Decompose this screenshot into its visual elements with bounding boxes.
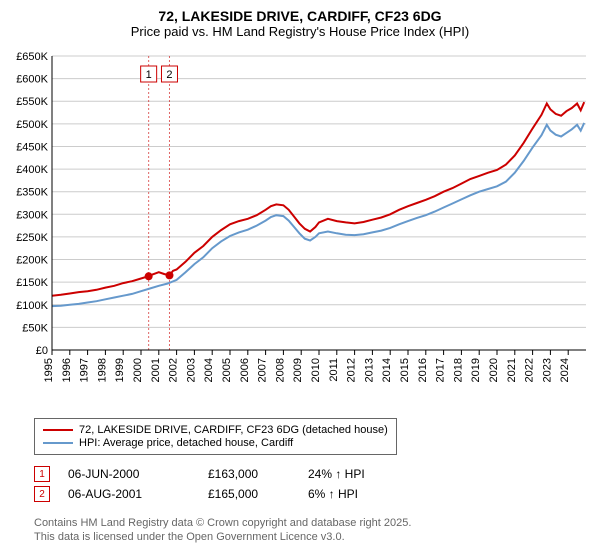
y-tick-label: £50K <box>22 322 48 334</box>
legend-swatch <box>43 442 73 444</box>
x-tick-label: 2014 <box>381 358 393 382</box>
y-tick-label: £0 <box>36 345 48 357</box>
legend-label: 72, LAKESIDE DRIVE, CARDIFF, CF23 6DG (d… <box>79 424 388 436</box>
y-tick-label: £450K <box>16 141 48 153</box>
chart-container: 72, LAKESIDE DRIVE, CARDIFF, CF23 6DG Pr… <box>0 0 600 560</box>
x-tick-label: 2003 <box>185 358 197 382</box>
x-tick-label: 1995 <box>43 358 55 382</box>
x-tick-label: 2011 <box>328 358 340 382</box>
y-tick-label: £250K <box>16 232 48 244</box>
y-tick-label: £350K <box>16 187 48 199</box>
series-line <box>52 102 584 296</box>
y-tick-label: £500K <box>16 119 48 131</box>
sale-date: 06-AUG-2001 <box>68 487 208 501</box>
footer-line1: Contains HM Land Registry data © Crown c… <box>34 517 411 529</box>
footer-note: Contains HM Land Registry data © Crown c… <box>34 516 411 545</box>
x-tick-label: 2004 <box>203 358 215 382</box>
y-tick-label: £300K <box>16 209 48 221</box>
x-tick-label: 2000 <box>132 358 144 382</box>
x-tick-label: 2007 <box>257 358 269 382</box>
sale-dot <box>145 272 153 280</box>
y-tick-label: £150K <box>16 277 48 289</box>
sale-dot <box>165 271 173 279</box>
legend-swatch <box>43 429 73 431</box>
sale-row-marker: 1 <box>34 466 50 482</box>
x-tick-label: 2006 <box>239 358 251 382</box>
x-tick-label: 2021 <box>506 358 518 382</box>
y-tick-label: £400K <box>16 164 48 176</box>
x-tick-label: 2005 <box>221 358 233 382</box>
x-tick-label: 1996 <box>61 358 73 382</box>
x-tick-label: 2016 <box>417 358 429 382</box>
x-tick-label: 2008 <box>274 358 286 382</box>
x-tick-label: 2002 <box>168 358 180 382</box>
x-tick-label: 2001 <box>150 358 162 382</box>
y-tick-label: £200K <box>16 255 48 267</box>
x-tick-label: 2024 <box>559 358 571 382</box>
x-tick-label: 2012 <box>346 358 358 382</box>
x-tick-label: 2009 <box>292 358 304 382</box>
y-tick-label: £650K <box>16 51 48 63</box>
x-tick-label: 2017 <box>435 358 447 382</box>
title-block: 72, LAKESIDE DRIVE, CARDIFF, CF23 6DG Pr… <box>0 0 600 43</box>
x-tick-label: 1999 <box>114 358 126 382</box>
sale-row: 1 06-JUN-2000£163,00024% ↑ HPI <box>34 466 574 482</box>
sale-row: 2 06-AUG-2001£165,0006% ↑ HPI <box>34 486 574 502</box>
x-tick-label: 2010 <box>310 358 322 382</box>
footer-line2: This data is licensed under the Open Gov… <box>34 531 345 543</box>
sale-marker-number: 1 <box>146 69 152 81</box>
chart-svg: £0 £50K £100K £150K £200K £250K £300K £350K £400… <box>6 50 594 410</box>
x-tick-label: 1998 <box>96 358 108 382</box>
sale-price: £165,000 <box>208 487 308 501</box>
y-tick-label: £550K <box>16 96 48 108</box>
x-tick-label: 2013 <box>363 358 375 382</box>
title-subtitle: Price paid vs. HM Land Registry's House … <box>0 24 600 39</box>
x-tick-label: 1997 <box>79 358 91 382</box>
x-tick-label: 2019 <box>470 358 482 382</box>
x-tick-label: 2015 <box>399 358 411 382</box>
x-tick-label: 2023 <box>541 358 553 382</box>
y-tick-label: £600K <box>16 74 48 86</box>
sale-date: 06-JUN-2000 <box>68 467 208 481</box>
legend-box: 72, LAKESIDE DRIVE, CARDIFF, CF23 6DG (d… <box>34 418 397 455</box>
sale-pct: 24% ↑ HPI <box>308 467 428 481</box>
legend-row: HPI: Average price, detached house, Card… <box>43 437 388 449</box>
sale-marker-number: 2 <box>166 69 172 81</box>
sales-block: 1 06-JUN-2000£163,00024% ↑ HPI 2 06-AUG-200… <box>34 462 574 506</box>
sale-row-marker: 2 <box>34 486 50 502</box>
x-tick-label: 2020 <box>488 358 500 382</box>
chart-area: £0 £50K £100K £150K £200K £250K £300K £350K £400… <box>6 50 594 410</box>
x-tick-label: 2018 <box>452 358 464 382</box>
legend-row: 72, LAKESIDE DRIVE, CARDIFF, CF23 6DG (d… <box>43 424 388 436</box>
x-tick-label: 2022 <box>524 358 536 382</box>
y-tick-label: £100K <box>16 300 48 312</box>
sale-pct: 6% ↑ HPI <box>308 487 428 501</box>
title-address: 72, LAKESIDE DRIVE, CARDIFF, CF23 6DG <box>0 8 600 24</box>
sale-price: £163,000 <box>208 467 308 481</box>
legend-label: HPI: Average price, detached house, Card… <box>79 437 293 449</box>
